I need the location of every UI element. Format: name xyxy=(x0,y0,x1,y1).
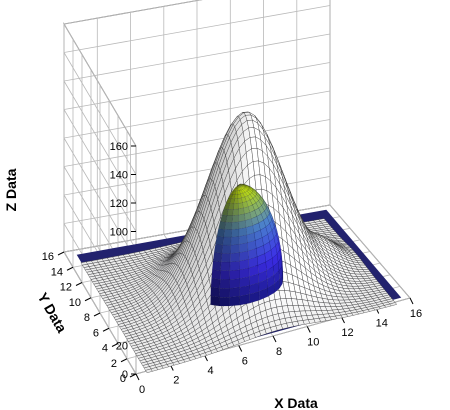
y-axis-title: Y Data xyxy=(35,290,71,336)
ellipsoid-cell xyxy=(219,297,230,307)
x-tick-label: 2 xyxy=(173,375,179,387)
x-tick xyxy=(135,373,140,381)
ellipsoid-cell xyxy=(210,295,220,307)
y-tick xyxy=(120,358,128,363)
x-tick-label: 10 xyxy=(307,337,319,349)
z-tick-label: 140 xyxy=(110,170,128,182)
y-tick-label: 6 xyxy=(93,327,99,339)
y-tick-label: 10 xyxy=(69,297,81,309)
x-tick xyxy=(341,316,345,324)
ellipsoid-cell xyxy=(237,185,242,187)
y-tick xyxy=(102,327,110,332)
ellipsoid-cell xyxy=(237,185,242,188)
ellipsoid-cell xyxy=(219,288,230,298)
y-tick-label: 0 xyxy=(120,373,126,385)
ellipsoid-cell xyxy=(222,236,232,246)
ellipsoid-cell xyxy=(237,185,239,189)
ellipsoid-cell xyxy=(229,252,240,263)
ellipsoid-cell xyxy=(211,269,221,280)
ellipsoid-cell xyxy=(231,221,240,230)
y-tick-label: 2 xyxy=(111,358,117,370)
z-tick-label: 100 xyxy=(110,227,128,239)
ellipsoid-cell xyxy=(238,220,247,229)
ellipsoid-cell xyxy=(223,229,232,238)
ellipsoid-surface xyxy=(210,183,284,307)
ellipsoid-cell xyxy=(212,260,222,271)
ellipsoid-cell xyxy=(210,287,220,298)
x-axis-title: X Data xyxy=(274,395,318,410)
ellipsoid-cell xyxy=(213,252,223,263)
ellipsoid-cell xyxy=(225,215,233,223)
ellipsoid-cell xyxy=(238,207,245,216)
ellipsoid-cell xyxy=(214,243,223,254)
ellipsoid-cell xyxy=(229,287,240,298)
ellipsoid-cell xyxy=(224,222,233,230)
ellipsoid-cell xyxy=(220,270,231,280)
x-tick-label: 14 xyxy=(376,318,388,330)
ellipsoid-cell xyxy=(237,184,242,187)
ellipsoid-cell xyxy=(235,185,238,189)
ellipsoid-cell xyxy=(238,213,246,222)
z-tick-label: 20 xyxy=(116,341,128,353)
ellipsoid-cell xyxy=(219,279,230,289)
ellipsoid-cell xyxy=(238,227,247,237)
z-axis-title: Z Data xyxy=(3,168,19,211)
y-tick xyxy=(75,282,83,286)
ellipsoid-cell xyxy=(231,228,240,238)
x-tick xyxy=(272,335,277,343)
ellipsoid-cell xyxy=(210,278,221,289)
y-tick-label: 4 xyxy=(102,343,108,355)
ellipsoid-cell xyxy=(238,234,248,245)
ellipsoid-cell xyxy=(232,208,239,216)
ellipsoid-cell xyxy=(234,194,239,199)
y-tick xyxy=(84,297,92,302)
ellipsoid-cell xyxy=(229,296,240,307)
ellipsoid-cell xyxy=(230,244,240,254)
y-tick-label: 8 xyxy=(84,312,90,324)
z-tick-label: 160 xyxy=(110,141,128,153)
x-tick-label: 0 xyxy=(139,384,145,396)
ellipsoid-cell xyxy=(229,260,240,271)
y-tick xyxy=(93,312,101,317)
ellipsoid-cell xyxy=(221,244,231,254)
y-tick xyxy=(66,266,74,271)
y-tick xyxy=(129,373,137,378)
ellipsoid-cell xyxy=(216,228,225,238)
ellipsoid-cell xyxy=(230,236,240,246)
ellipsoid-cell xyxy=(237,184,241,187)
ellipsoid-cell xyxy=(229,269,240,280)
x-tick xyxy=(409,297,414,305)
ellipsoid-cell xyxy=(221,253,231,263)
y-tick-label: 16 xyxy=(42,251,54,263)
ellipsoid-cell xyxy=(215,235,224,246)
x-tick-label: 4 xyxy=(207,365,213,377)
ellipsoid-cell xyxy=(232,214,239,223)
x-tick-label: 6 xyxy=(242,356,248,368)
ellipsoid-cell xyxy=(233,203,239,210)
y-tick xyxy=(57,251,65,256)
y-tick-label: 14 xyxy=(51,266,63,278)
x-tick xyxy=(306,326,311,333)
ellipsoid-cell xyxy=(220,261,231,271)
z-tick-label: 120 xyxy=(110,198,128,210)
x-tick-label: 12 xyxy=(341,327,353,339)
y-tick xyxy=(111,343,119,347)
x-tick-label: 8 xyxy=(276,346,282,358)
y-tick-label: 12 xyxy=(60,282,72,294)
x-tick-label: 16 xyxy=(410,308,422,320)
surface-cell xyxy=(389,302,398,307)
ellipsoid-cell xyxy=(229,278,240,289)
ellipsoid-cell xyxy=(233,198,239,204)
x-tick xyxy=(238,345,243,352)
z-tick-label: 0 xyxy=(122,369,128,381)
